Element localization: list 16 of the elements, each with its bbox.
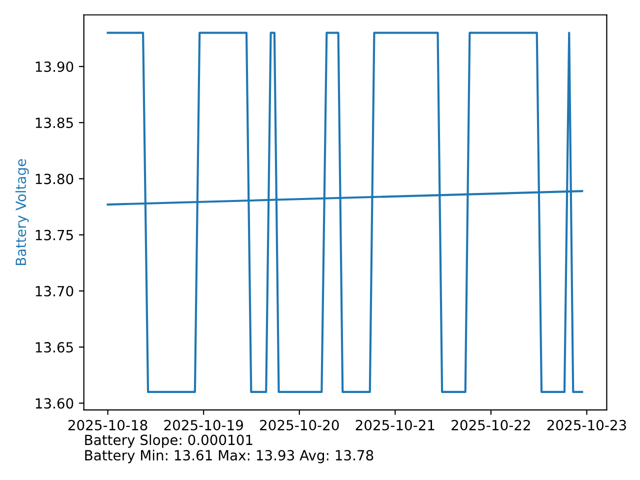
x-tick-label: 2025-10-22 xyxy=(452,420,530,430)
x-tick-label: 2025-10-23 xyxy=(547,420,626,430)
y-tick-label: 13.85 xyxy=(36,118,73,128)
x-tick-label: 2025-10-20 xyxy=(260,420,339,430)
y-tick-label: 13.80 xyxy=(36,174,74,184)
x-tick-label: 2025-10-19 xyxy=(164,420,243,430)
y-tick-label: 13.90 xyxy=(36,61,74,72)
y-tick-label: 13.70 xyxy=(36,286,74,296)
y-tick-label: 13.60 xyxy=(36,398,74,409)
y-axis-title: Battery Voltage xyxy=(15,159,29,265)
x-tick-label: 2025-10-18 xyxy=(68,420,148,430)
x-tick-label: 2025-10-21 xyxy=(356,420,434,430)
text: Battery Slope: 0.000101 xyxy=(85,434,252,448)
y-tick-label: 13.65 xyxy=(36,342,73,353)
text: Battery Min: 13.61 Max: 13.93 Avg: 13.78 xyxy=(85,450,374,464)
y-tick-label: 13.75 xyxy=(36,230,73,240)
